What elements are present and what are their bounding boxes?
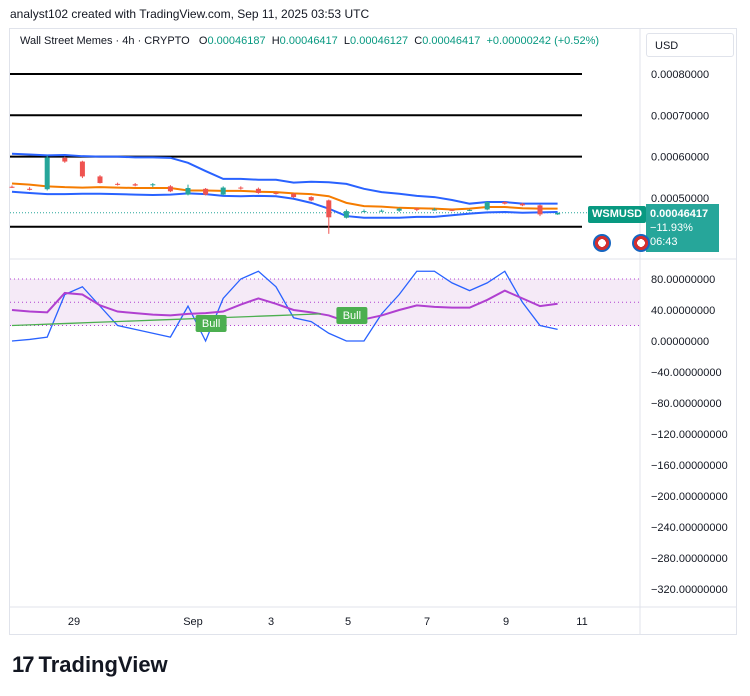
- change-percent: −11.93%: [650, 222, 693, 234]
- open-label: O: [198, 35, 208, 47]
- last-price: 0.00046417: [650, 208, 709, 220]
- bar-countdown: 06:43: [650, 236, 678, 248]
- high-value: 0.00046417: [279, 35, 338, 47]
- attribution: analyst102 created with TradingView.com,…: [10, 7, 370, 21]
- low-label: L: [343, 35, 351, 47]
- last-price-tag: 0.00046417 −11.93% 06:43: [646, 204, 719, 252]
- symbol-price-tag: WSMUSD: [588, 206, 647, 223]
- tradingview-mark-icon: 17: [12, 652, 35, 677]
- tradingview-wordmark: TradingView: [38, 652, 168, 677]
- symbol-line: Wall Street Memes · 4h · CRYPTO: [20, 35, 190, 47]
- us-flag-icon[interactable]: [632, 234, 650, 252]
- close-value: 0.00046417: [422, 35, 481, 47]
- change-value: +0.00000242 (+0.52%): [486, 35, 600, 47]
- tradingview-logo: 17 TradingView: [12, 652, 168, 678]
- low-value: 0.00046127: [350, 35, 409, 47]
- chart-frame: [9, 28, 737, 635]
- high-label: H: [271, 35, 280, 47]
- us-flag-icon[interactable]: [593, 234, 611, 252]
- close-label: C: [414, 35, 423, 47]
- symbol-legend: Wall Street Memes · 4h · CRYPTO O0.00046…: [20, 35, 599, 47]
- currency-button[interactable]: USD: [646, 33, 734, 57]
- open-value: 0.00046187: [207, 35, 266, 47]
